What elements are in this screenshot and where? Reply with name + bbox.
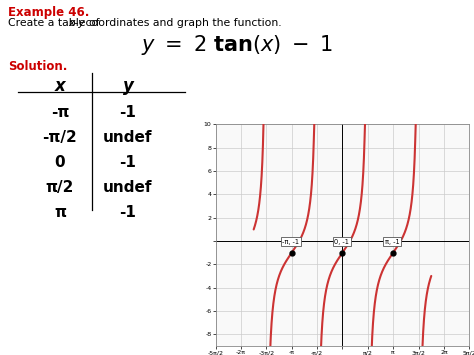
Text: -π: -π xyxy=(51,105,69,120)
Text: undef: undef xyxy=(103,180,153,195)
Text: $y\ =\ 2\ \mathbf{tan}(\mathit{x})\ -\ 1$: $y\ =\ 2\ \mathbf{tan}(\mathit{x})\ -\ 1… xyxy=(141,33,333,57)
Text: π: π xyxy=(54,205,66,220)
Text: y: y xyxy=(123,77,134,95)
Text: Solution.: Solution. xyxy=(8,60,67,73)
Text: coordinates and graph the function.: coordinates and graph the function. xyxy=(82,18,282,28)
Text: 0: 0 xyxy=(55,155,65,170)
Text: -1: -1 xyxy=(119,205,137,220)
Text: Create a table of: Create a table of xyxy=(8,18,103,28)
Text: x: x xyxy=(55,77,65,95)
Text: x-y: x-y xyxy=(68,18,85,28)
Text: -π/2: -π/2 xyxy=(43,130,77,145)
Text: π, -1: π, -1 xyxy=(385,239,400,245)
Text: undef: undef xyxy=(103,130,153,145)
Text: -π, -1: -π, -1 xyxy=(283,239,300,245)
Text: Example 46.: Example 46. xyxy=(8,6,90,19)
Text: -1: -1 xyxy=(119,155,137,170)
Text: π/2: π/2 xyxy=(46,180,74,195)
Text: -1: -1 xyxy=(119,105,137,120)
Text: 0, -1: 0, -1 xyxy=(334,239,349,245)
